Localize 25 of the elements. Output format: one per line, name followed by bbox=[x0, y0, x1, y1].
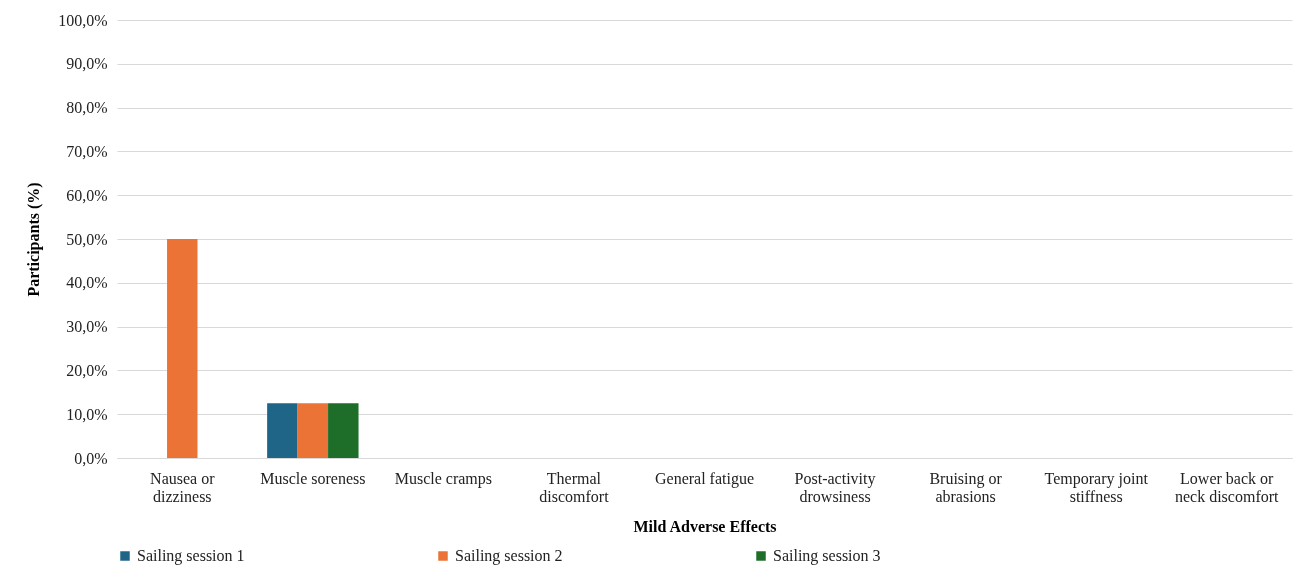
x-tick-label: Post-activity drowsiness bbox=[794, 469, 876, 505]
y-tick-label: 30,0% bbox=[66, 318, 108, 336]
x-tick-label: Thermal discomfort bbox=[539, 469, 610, 505]
x-tick-label: Temporary joint stiffness bbox=[1044, 469, 1149, 505]
x-axis-title: Mild Adverse Effects bbox=[633, 517, 777, 535]
y-tick-label: 60,0% bbox=[66, 186, 108, 204]
legend-label: Sailing session 2 bbox=[455, 547, 563, 565]
legend-label: Sailing session 1 bbox=[137, 547, 245, 565]
x-tick-label: Muscle cramps bbox=[394, 469, 493, 488]
y-tick-label: 70,0% bbox=[66, 142, 108, 160]
legend-label: Sailing session 3 bbox=[773, 547, 881, 565]
x-tick-label: Bruising or abrasions bbox=[929, 469, 1003, 505]
x-tick-label: Muscle soreness bbox=[260, 469, 366, 487]
y-tick-label: 90,0% bbox=[66, 55, 108, 73]
y-tick-label: 50,0% bbox=[66, 230, 108, 248]
y-tick-label: 80,0% bbox=[66, 99, 108, 117]
y-tick-label: 0,0% bbox=[74, 449, 108, 467]
y-tick-label: 40,0% bbox=[66, 274, 108, 292]
x-tick-label: General fatigue bbox=[654, 469, 755, 488]
y-axis-title: Participants (%) bbox=[25, 182, 44, 297]
y-tick-label: 20,0% bbox=[66, 361, 108, 379]
x-tick-label: Lower back or neck discomfort bbox=[1174, 469, 1280, 505]
x-tick-label: Nausea or dizziness bbox=[150, 469, 216, 505]
y-tick-label: 100,0% bbox=[58, 11, 108, 29]
y-tick-label: 10,0% bbox=[66, 405, 108, 423]
